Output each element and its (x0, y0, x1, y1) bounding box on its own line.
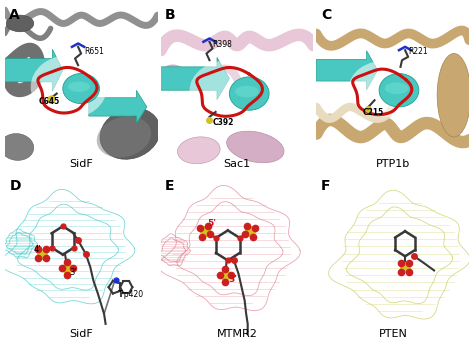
Ellipse shape (229, 77, 269, 110)
FancyArrow shape (89, 90, 147, 123)
Ellipse shape (68, 82, 90, 92)
Text: 4': 4' (34, 245, 42, 254)
Text: C392: C392 (212, 118, 234, 127)
Text: F: F (321, 179, 330, 193)
Ellipse shape (348, 60, 425, 117)
Text: 3': 3' (228, 275, 237, 284)
Text: C: C (321, 9, 331, 22)
Text: R221: R221 (408, 46, 428, 55)
Text: SidF: SidF (69, 329, 93, 339)
Text: PTEN: PTEN (378, 329, 407, 339)
Text: R398: R398 (212, 40, 232, 49)
Ellipse shape (227, 131, 284, 163)
FancyArrow shape (317, 51, 378, 90)
Text: A: A (9, 9, 20, 22)
Ellipse shape (63, 74, 100, 104)
Text: E: E (165, 179, 175, 193)
Text: MTMR2: MTMR2 (217, 329, 257, 339)
Text: R651: R651 (84, 46, 104, 55)
Ellipse shape (437, 54, 471, 137)
Ellipse shape (100, 108, 160, 159)
Text: 5': 5' (207, 219, 216, 228)
Text: SidF: SidF (69, 159, 93, 169)
Text: D: D (9, 179, 21, 193)
FancyArrow shape (5, 49, 63, 91)
Text: Sac1: Sac1 (223, 159, 251, 169)
Text: C215: C215 (362, 108, 383, 117)
Ellipse shape (6, 15, 34, 32)
Ellipse shape (177, 137, 220, 164)
Text: C645: C645 (38, 97, 60, 106)
Text: 3': 3' (69, 268, 76, 277)
Ellipse shape (379, 74, 419, 107)
Ellipse shape (31, 55, 107, 119)
Text: PTP1b: PTP1b (376, 159, 410, 169)
Ellipse shape (190, 60, 269, 120)
Ellipse shape (97, 116, 151, 158)
Text: B: B (165, 9, 176, 22)
Ellipse shape (235, 86, 259, 97)
Text: Trp420: Trp420 (118, 290, 144, 299)
Ellipse shape (0, 133, 34, 160)
FancyArrow shape (161, 57, 229, 99)
Ellipse shape (385, 82, 409, 94)
